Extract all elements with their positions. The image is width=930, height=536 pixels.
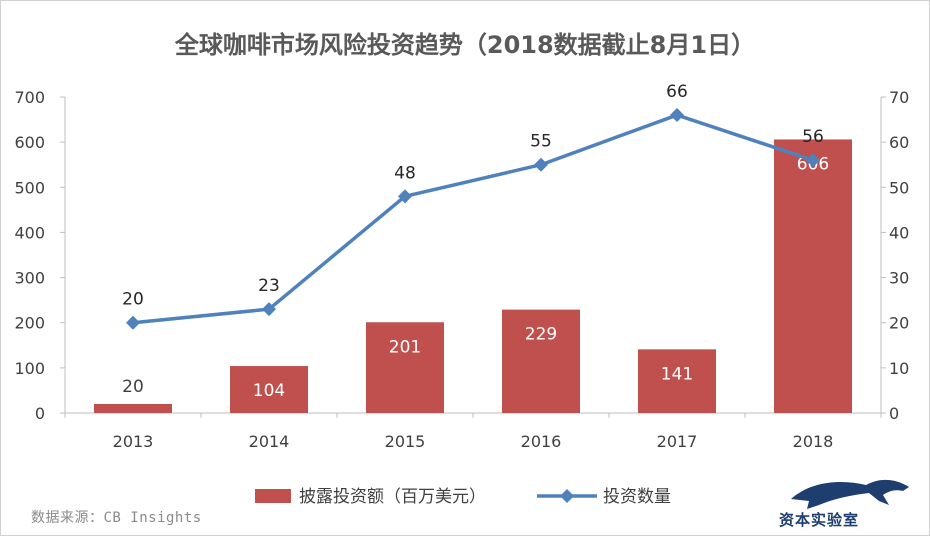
line-path bbox=[132, 113, 814, 325]
y-left-tick-label: 500 bbox=[14, 178, 45, 197]
bar-data-label: 229 bbox=[525, 325, 557, 345]
y-right-tick-label: 10 bbox=[889, 359, 909, 378]
line-point bbox=[126, 315, 140, 330]
bar-data-label: 141 bbox=[661, 364, 693, 384]
line-point bbox=[262, 302, 276, 317]
x-tick-label: 2015 bbox=[385, 432, 426, 451]
y-right-tick-label: 70 bbox=[889, 88, 909, 107]
legend-label-line: 投资数量 bbox=[603, 487, 671, 507]
brand-logo: 资本实验室 bbox=[771, 471, 921, 533]
bar bbox=[502, 309, 580, 413]
y-left-tick-label: 200 bbox=[14, 314, 45, 333]
y-left-tick-label: 600 bbox=[14, 133, 45, 152]
y-left-tick-label: 0 bbox=[35, 404, 45, 423]
legend-swatch-bar bbox=[255, 489, 291, 503]
bar bbox=[366, 322, 444, 413]
legend-swatch-marker bbox=[560, 489, 574, 503]
line-data-label: 56 bbox=[802, 127, 824, 147]
bar bbox=[638, 349, 716, 413]
x-tick-label: 2018 bbox=[793, 432, 834, 451]
bar bbox=[230, 366, 308, 413]
y-left-tick-label: 100 bbox=[14, 359, 45, 378]
line-data-label: 66 bbox=[666, 82, 688, 102]
data-source-note: 数据来源：CB Insights bbox=[31, 510, 202, 526]
y-left-tick-label: 400 bbox=[14, 223, 45, 242]
y-left-tick-label: 700 bbox=[14, 88, 45, 107]
bar bbox=[774, 139, 852, 414]
line-point bbox=[670, 108, 684, 123]
bar-data-label: 104 bbox=[253, 381, 285, 401]
panther-icon bbox=[791, 479, 909, 509]
line-data-label: 23 bbox=[258, 276, 280, 296]
y-right-tick-label: 50 bbox=[889, 178, 909, 197]
y-right-tick-label: 20 bbox=[889, 314, 909, 333]
bar-data-label: 20 bbox=[122, 377, 144, 397]
line-series: 20 23 48 55 66 56 bbox=[122, 82, 824, 330]
y-right-tick-label: 40 bbox=[889, 223, 909, 242]
axes: 0100200300400500600700010203040506070201… bbox=[14, 88, 909, 451]
x-tick-label: 2014 bbox=[249, 432, 290, 451]
line-point bbox=[398, 189, 412, 204]
x-tick-label: 2017 bbox=[657, 432, 698, 451]
line-point bbox=[806, 153, 820, 168]
bar-series: 20104201229141606 bbox=[94, 139, 852, 414]
legend-label-bar: 披露投资额（百万美元） bbox=[299, 487, 486, 507]
y-right-tick-label: 0 bbox=[889, 404, 899, 423]
line-data-label: 20 bbox=[122, 290, 144, 310]
x-tick-label: 2016 bbox=[521, 432, 562, 451]
y-left-tick-label: 300 bbox=[14, 269, 45, 288]
line-data-label: 55 bbox=[530, 132, 552, 152]
bar bbox=[94, 403, 172, 413]
x-tick-label: 2013 bbox=[113, 432, 154, 451]
line-point bbox=[534, 157, 548, 172]
y-right-tick-label: 60 bbox=[889, 133, 909, 152]
bar-data-label: 201 bbox=[389, 337, 421, 357]
logo-text: 资本实验室 bbox=[779, 511, 860, 529]
y-right-tick-label: 30 bbox=[889, 269, 909, 288]
legend: 披露投资额（百万美元） 投资数量 bbox=[255, 487, 671, 507]
chart-title: 全球咖啡市场风险投资趋势（2018数据截止8月1日） bbox=[174, 31, 755, 59]
line-data-label: 48 bbox=[394, 163, 416, 183]
